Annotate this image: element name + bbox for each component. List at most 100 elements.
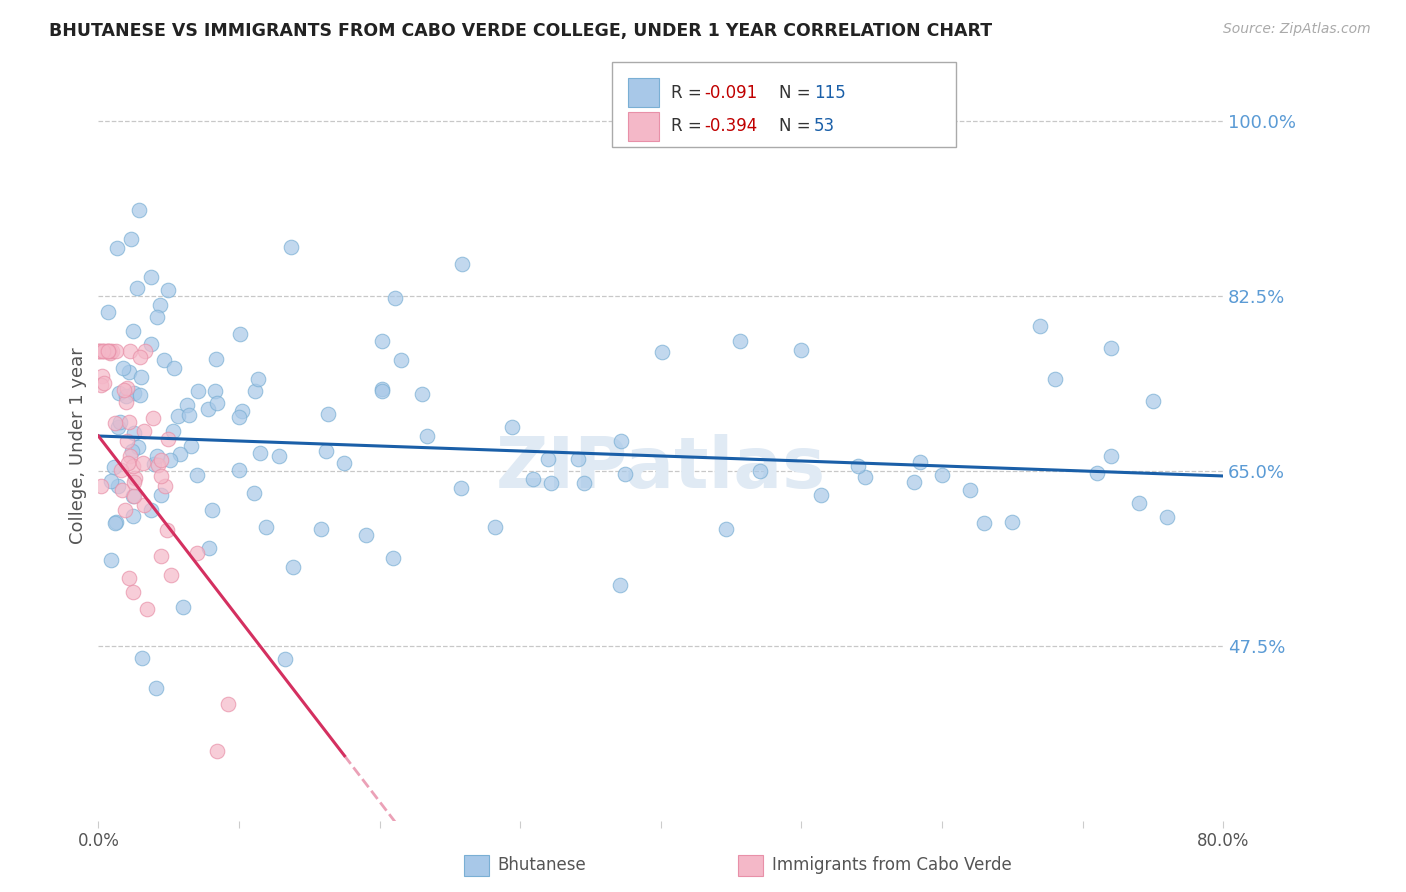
Point — [118, 415, 141, 429]
Point — [484, 520, 506, 534]
Point — [451, 257, 474, 271]
Point — [176, 398, 198, 412]
Point — [1099, 342, 1122, 356]
Point — [229, 327, 252, 342]
Point — [129, 350, 152, 364]
Point — [162, 424, 184, 438]
Point — [157, 433, 180, 447]
Point — [281, 559, 304, 574]
Point — [91, 344, 114, 359]
Point — [110, 463, 132, 477]
Point — [100, 475, 122, 489]
Point — [97, 305, 120, 319]
Point — [128, 202, 150, 217]
Point — [136, 602, 159, 616]
Point — [132, 424, 155, 438]
Text: 115: 115 — [814, 84, 846, 102]
Point — [198, 541, 221, 556]
Point — [97, 344, 120, 359]
Point — [415, 429, 437, 443]
Point — [1085, 466, 1108, 480]
Point — [1156, 510, 1178, 524]
Point — [87, 344, 110, 359]
Point — [1043, 371, 1066, 385]
Point — [111, 483, 134, 497]
Point — [122, 459, 145, 474]
Point — [105, 241, 128, 255]
Point — [522, 472, 544, 486]
Point — [651, 345, 673, 359]
Point — [371, 383, 394, 397]
Point — [145, 310, 167, 324]
Point — [150, 549, 173, 563]
Point — [316, 407, 339, 421]
Point — [104, 516, 127, 531]
Point — [205, 351, 228, 366]
Point — [118, 571, 141, 585]
Point — [973, 516, 995, 530]
Point — [122, 425, 145, 440]
Point — [143, 457, 166, 471]
Text: Immigrants from Cabo Verde: Immigrants from Cabo Verde — [772, 856, 1012, 874]
Point — [853, 470, 876, 484]
Point — [411, 387, 433, 401]
Point — [186, 467, 208, 482]
Point — [1099, 449, 1122, 463]
Point — [97, 344, 120, 359]
Point — [120, 344, 142, 359]
Point — [117, 456, 139, 470]
Point — [142, 410, 165, 425]
Point — [810, 488, 832, 502]
Point — [115, 389, 138, 403]
Y-axis label: College, Under 1 year: College, Under 1 year — [69, 348, 87, 544]
Point — [108, 386, 131, 401]
Point — [572, 475, 595, 490]
Text: 53: 53 — [814, 118, 835, 136]
Point — [124, 386, 146, 401]
Point — [231, 404, 253, 418]
Point — [90, 377, 112, 392]
Point — [93, 344, 115, 359]
Text: Source: ZipAtlas.com: Source: ZipAtlas.com — [1223, 22, 1371, 37]
Point — [108, 415, 131, 429]
Text: BHUTANESE VS IMMIGRANTS FROM CABO VERDE COLLEGE, UNDER 1 YEAR CORRELATION CHART: BHUTANESE VS IMMIGRANTS FROM CABO VERDE … — [49, 22, 993, 40]
Text: -0.091: -0.091 — [704, 84, 758, 102]
Point — [201, 503, 224, 517]
Point — [121, 443, 143, 458]
Point — [114, 503, 136, 517]
Point — [112, 360, 135, 375]
Point — [228, 463, 250, 477]
Point — [131, 650, 153, 665]
Point — [139, 503, 162, 517]
Point — [103, 417, 125, 431]
Point — [90, 369, 112, 384]
Point — [1142, 394, 1164, 409]
Point — [450, 481, 472, 495]
Point — [389, 352, 412, 367]
Point — [187, 384, 209, 398]
Point — [169, 447, 191, 461]
Point — [228, 410, 250, 425]
Point — [714, 522, 737, 536]
Point — [122, 489, 145, 503]
Point — [269, 449, 291, 463]
Point — [118, 365, 141, 379]
Point — [132, 456, 155, 470]
Point — [115, 434, 138, 448]
Point — [103, 460, 125, 475]
Point — [246, 372, 269, 386]
Point — [332, 456, 354, 470]
Text: Bhutanese: Bhutanese — [498, 856, 586, 874]
Point — [730, 334, 752, 348]
Point — [157, 284, 180, 298]
Point — [180, 439, 202, 453]
Point — [124, 475, 146, 490]
Point — [280, 239, 302, 253]
Point — [959, 483, 981, 497]
Point — [100, 344, 122, 359]
Point — [120, 232, 142, 246]
Point — [186, 546, 208, 560]
Point — [104, 515, 127, 529]
Point — [115, 381, 138, 395]
Point — [156, 523, 179, 537]
